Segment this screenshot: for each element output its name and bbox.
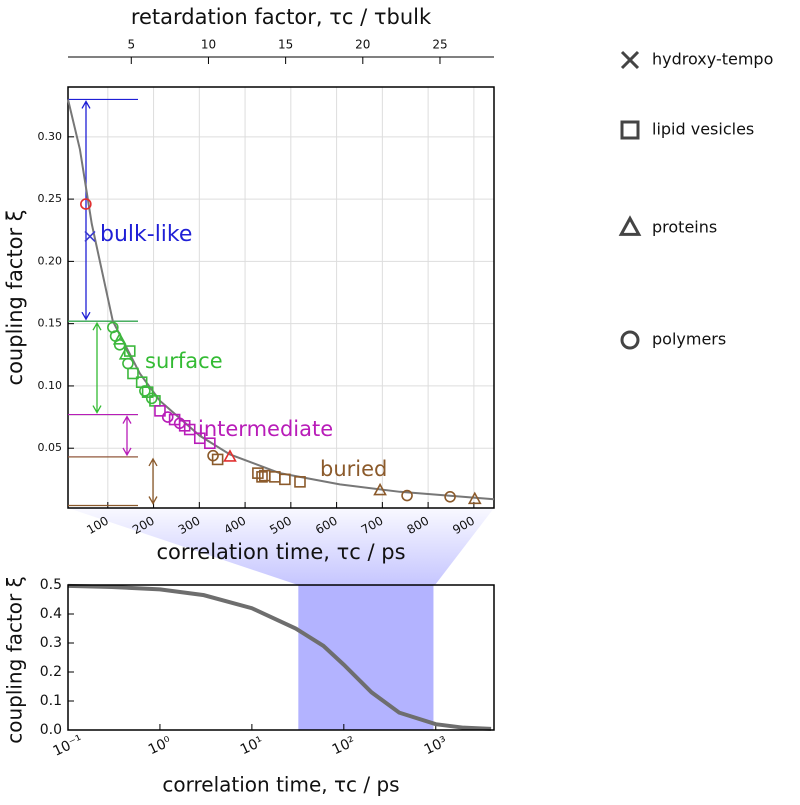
point	[401, 489, 413, 502]
top-x-tick-label: 5	[127, 38, 135, 52]
plot-frame	[67, 584, 495, 731]
region-label: surface	[145, 349, 223, 373]
point	[211, 453, 224, 466]
point	[204, 437, 216, 450]
legend-label: proteins	[652, 218, 717, 237]
point	[84, 230, 96, 243]
point	[279, 473, 291, 486]
point	[112, 332, 127, 345]
top-x-tick-label: 20	[355, 38, 370, 52]
region-label: buried	[320, 457, 387, 481]
highlight-span	[298, 585, 434, 730]
point	[141, 386, 154, 398]
x-tick-label: 10³	[422, 734, 450, 758]
point	[256, 471, 268, 483]
point	[127, 367, 139, 380]
zoom-connector	[68, 508, 494, 585]
x-axis-label: correlation time, τc / ps	[156, 540, 405, 564]
y-tick-label: 0.30	[38, 130, 63, 143]
point	[145, 392, 158, 405]
y-axis-label: coupling factor ξ	[3, 210, 27, 386]
x-tick-label: 10¹	[238, 734, 266, 758]
y-tick-label: 0.1	[40, 693, 62, 709]
point	[173, 417, 186, 430]
y-tick-label: 0.25	[38, 192, 63, 205]
region-arrow	[92, 321, 102, 414]
point	[223, 449, 237, 462]
y-tick-label: 0.05	[38, 441, 63, 454]
x-tick-label: 10²	[330, 734, 358, 758]
point	[118, 347, 133, 360]
point	[122, 357, 134, 370]
y-axis-label: coupling factor ξ	[3, 576, 27, 744]
top-x-tick-label: 25	[432, 38, 447, 52]
region-arrow	[122, 415, 132, 457]
y-tick-label: 0.2	[40, 664, 62, 680]
plot-frame	[67, 86, 495, 509]
point	[154, 405, 166, 417]
legend-label: polymers	[652, 330, 726, 349]
point	[183, 423, 196, 436]
point	[294, 476, 306, 488]
legend-label: lipid vesicles	[652, 120, 754, 139]
point	[139, 385, 151, 397]
legend-marker	[618, 215, 642, 236]
y-tick-label: 0.15	[38, 317, 63, 330]
legend-marker	[620, 330, 640, 350]
legend-label: hydroxy-tempo	[652, 50, 773, 69]
top-x-tick-label: 15	[278, 38, 293, 52]
point	[113, 339, 126, 351]
region-label: intermediate	[198, 417, 333, 441]
region-label: bulk-like	[100, 222, 192, 247]
point	[444, 490, 456, 503]
y-tick-label: 0.10	[38, 379, 63, 392]
top-x-tick-label: 10	[201, 38, 216, 52]
x-axis-label: correlation time, τc / ps	[162, 773, 399, 797]
point	[252, 467, 264, 479]
legend-marker	[620, 120, 640, 140]
region-arrow	[81, 100, 91, 321]
legend-marker	[620, 50, 640, 70]
y-tick-label: 0.20	[38, 254, 63, 267]
point	[80, 198, 92, 210]
y-tick-label: 0.3	[40, 635, 62, 651]
y-tick-label: 0.0	[40, 722, 62, 738]
y-tick-label: 0.5	[40, 577, 62, 593]
x-tick-label: 10⁰	[146, 734, 174, 759]
point	[373, 482, 387, 496]
point	[467, 491, 482, 505]
point	[161, 411, 174, 423]
top-axis-label: retardation factor, τc / τbulk	[131, 5, 432, 29]
region-arrow	[148, 457, 158, 505]
y-tick-label: 0.4	[40, 606, 62, 622]
point	[135, 376, 148, 388]
line	[67, 583, 492, 731]
